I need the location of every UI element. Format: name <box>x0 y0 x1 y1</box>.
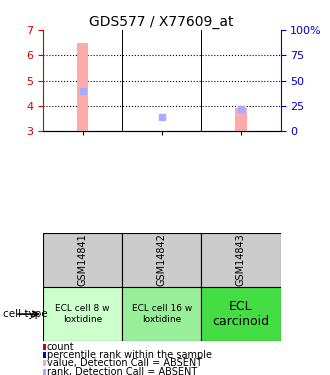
Bar <box>201 287 280 341</box>
Text: ECL
carcinoid: ECL carcinoid <box>212 300 270 328</box>
Bar <box>235 108 247 131</box>
Title: GDS577 / X77609_at: GDS577 / X77609_at <box>89 15 234 29</box>
Bar <box>43 287 122 341</box>
Text: GSM14842: GSM14842 <box>157 233 167 286</box>
Bar <box>122 287 201 341</box>
Text: GSM14841: GSM14841 <box>78 233 87 286</box>
Text: value, Detection Call = ABSENT: value, Detection Call = ABSENT <box>47 358 202 368</box>
Text: cell type: cell type <box>3 309 48 319</box>
Text: ECL cell 8 w
loxtidine: ECL cell 8 w loxtidine <box>55 304 110 324</box>
Text: count: count <box>47 342 74 352</box>
Text: GSM14843: GSM14843 <box>236 233 246 286</box>
Text: ECL cell 16 w
loxtidine: ECL cell 16 w loxtidine <box>132 304 192 324</box>
Bar <box>43 232 122 287</box>
Text: percentile rank within the sample: percentile rank within the sample <box>47 350 212 360</box>
Bar <box>122 232 201 287</box>
Bar <box>201 232 280 287</box>
Text: rank, Detection Call = ABSENT: rank, Detection Call = ABSENT <box>47 367 197 375</box>
Bar <box>77 43 88 131</box>
